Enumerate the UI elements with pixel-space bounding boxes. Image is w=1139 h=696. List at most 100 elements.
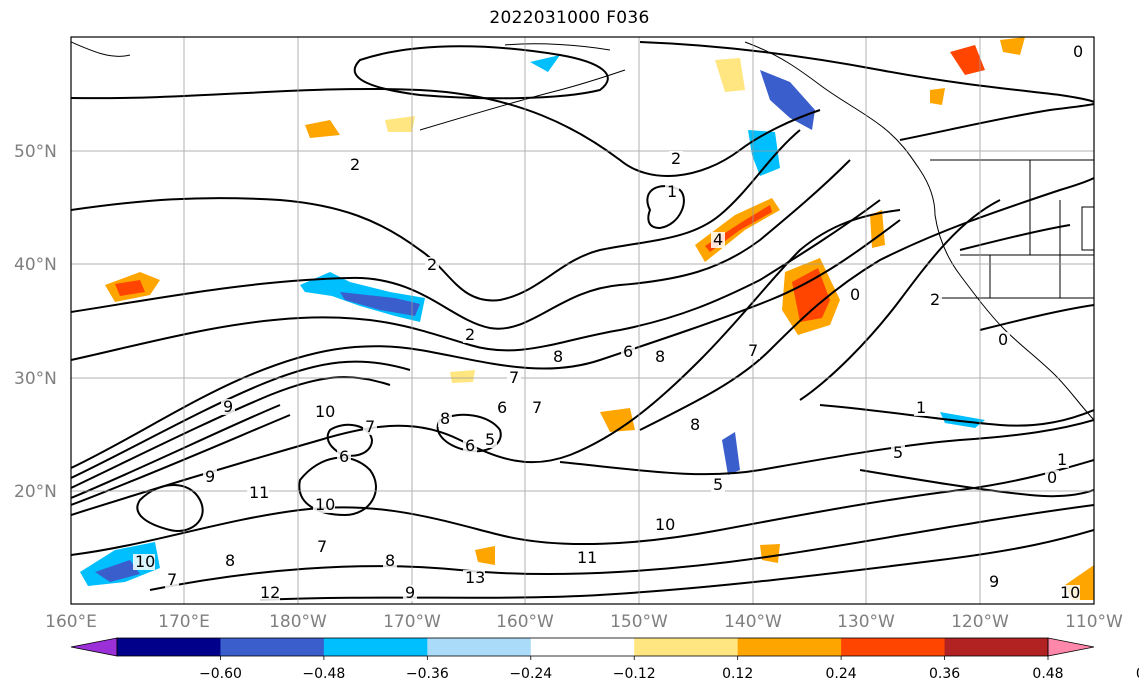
contour-label-bg [530, 400, 544, 416]
lon-label: 150°W [610, 612, 668, 632]
lat-label: 50°N [14, 142, 57, 162]
contour-label: 2 [427, 255, 437, 274]
contour-label: 8 [440, 409, 450, 428]
colorbar-segment [737, 638, 842, 656]
colorbar-outline [116, 637, 1049, 657]
colorbar-segment [530, 638, 635, 656]
contour-label-bg [133, 554, 155, 570]
contour-label: 6 [497, 398, 507, 417]
lon-label: 120°W [951, 612, 1009, 632]
contour-label-bg [1058, 585, 1080, 601]
contour-label-bg [165, 572, 179, 588]
contour-label: 2 [465, 325, 475, 344]
contour-label-bg [403, 585, 417, 601]
lat-label: 40°N [14, 255, 57, 275]
colorbar-extend-low [70, 637, 118, 657]
contour-label-bg [688, 417, 702, 433]
contour-label: 0 [1047, 468, 1057, 487]
orange-patch [950, 45, 985, 75]
contour-label: 7 [748, 341, 758, 360]
colorbar-segment [634, 638, 739, 656]
contour-label: 1 [916, 398, 926, 417]
contour-label-bg [463, 327, 477, 343]
contour-label-bg [551, 349, 565, 365]
contour-label: 9 [205, 467, 215, 486]
lon-label: 160°W [496, 612, 554, 632]
contour-label-bg [996, 332, 1010, 348]
contour-label-bg [313, 404, 335, 420]
colorbar-segment [220, 638, 325, 656]
blue-patch-dark [95, 560, 140, 582]
contour-label-bg [221, 399, 235, 415]
contour-label-bg [746, 343, 760, 359]
contour-label: 11 [577, 548, 597, 567]
contour-label: 7 [167, 570, 177, 589]
contour-label: 7 [317, 537, 327, 556]
lat-label: 20°N [14, 482, 57, 502]
colorbar-tick-label: 0.24 [826, 666, 857, 682]
colorbar-tick-label: 0.48 [1032, 666, 1063, 682]
contour-label: 4 [713, 230, 723, 249]
colorbar-tick-label: −0.24 [509, 666, 552, 682]
orange-patch [305, 120, 340, 138]
contour-label-bg [363, 419, 377, 435]
latitude-labels: 50°N 40°N 30°N 20°N [14, 142, 57, 502]
longitude-labels: 160°E 170°E 180°W 170°W 160°W 150°W 140°… [45, 612, 1123, 632]
contour-label: 2 [350, 155, 360, 174]
contour-label-bg [665, 184, 679, 200]
lon-label: 170°E [158, 612, 210, 632]
contour-label-bg [315, 539, 329, 555]
contour-label-bg [348, 157, 362, 173]
lon-label: 160°E [45, 612, 97, 632]
contour-label-bg [987, 574, 1001, 590]
contour-lines [71, 41, 1094, 601]
colorbar-tick-label: 0.36 [929, 666, 960, 682]
contour-label: 7 [532, 398, 542, 417]
coastlines [71, 41, 1094, 421]
contour-label-bg [383, 553, 397, 569]
contour-label-bg [653, 349, 667, 365]
blue-patch-dark [340, 292, 420, 316]
colorbar-tick-label: −0.48 [302, 666, 345, 682]
orange-patch [760, 544, 780, 563]
blue-patch [722, 432, 740, 475]
contour-label: 10 [1060, 583, 1080, 602]
colorbar-extend-high [1047, 637, 1095, 657]
colorbar-ticks: −0.60 −0.48 −0.36 −0.24 −0.12 0.12 0.24 0.36 0.4… [199, 656, 1139, 682]
contour-label: 10 [135, 552, 155, 571]
lon-label: 130°W [837, 612, 895, 632]
contour-label-bg [247, 485, 269, 501]
blue-patch [530, 55, 560, 72]
contour-label: 8 [225, 551, 235, 570]
contour-label-bg [463, 570, 485, 586]
orange-patch [475, 546, 495, 565]
contour-label: 9 [989, 572, 999, 591]
yellow-patch [930, 88, 945, 105]
contour-label-bg [507, 370, 521, 386]
colorbar [70, 637, 1095, 657]
yellow-patch [450, 370, 475, 383]
contour-label-bg [203, 469, 217, 485]
contour-label-bg [848, 287, 862, 303]
blue-patch [940, 412, 985, 428]
contour-label: 8 [655, 347, 665, 366]
contour-label-bg [891, 445, 905, 461]
orange-patch [600, 408, 635, 432]
yellow-patch [385, 116, 415, 132]
contour-label-bg [1055, 452, 1069, 468]
lon-label: 110°W [1065, 612, 1123, 632]
blue-patch [760, 70, 815, 130]
contour-label: 5 [485, 430, 495, 449]
contour-label-bg [223, 553, 237, 569]
colorbar-tick-label: −0.12 [613, 666, 656, 682]
contour-label-bg [495, 400, 509, 416]
colorbar-tick-label: 0.60 [1136, 666, 1139, 682]
contour-label-bg [425, 257, 439, 273]
contour-label: 2 [671, 149, 681, 168]
contour-label-bg [653, 517, 675, 533]
contour-label: 13 [465, 568, 485, 587]
contour-label: 10 [315, 402, 335, 421]
yellow-patch [715, 58, 745, 92]
